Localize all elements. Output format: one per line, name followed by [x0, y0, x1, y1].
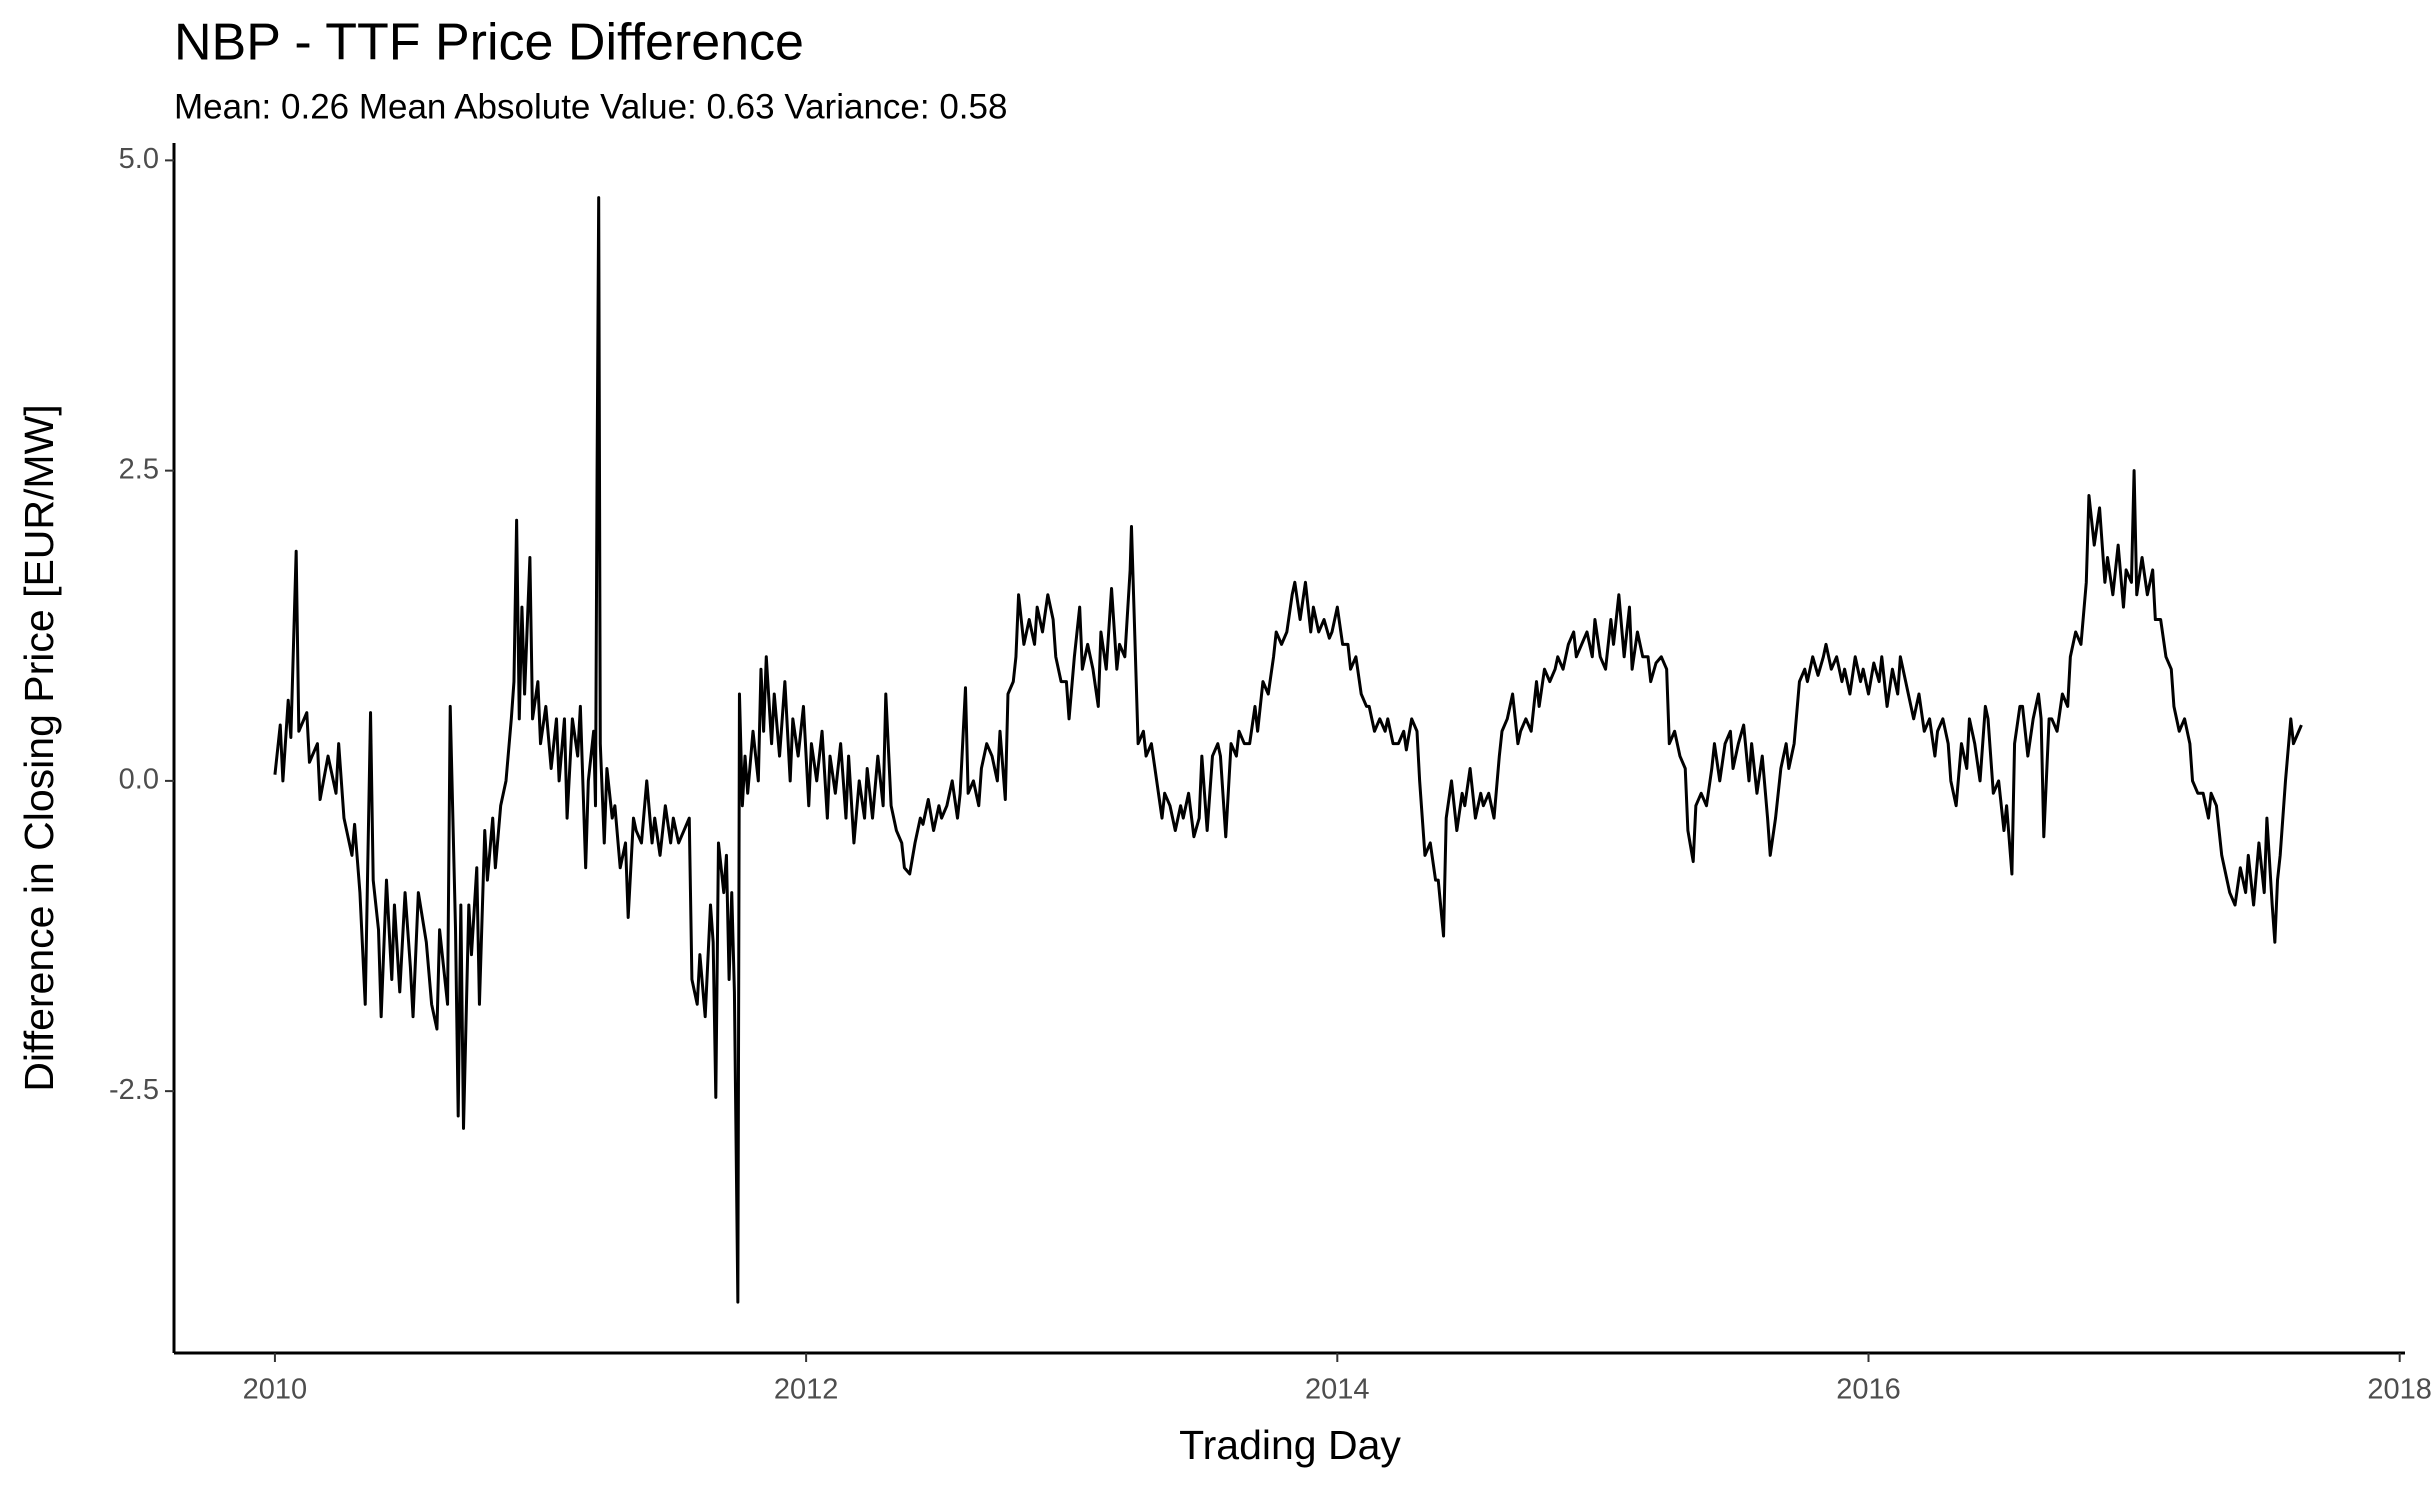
y-axis-title: Difference in Closing Price [EUR/MW] [16, 404, 62, 1091]
chart-title: NBP - TTF Price Difference [174, 14, 804, 72]
y-tick-label: -2.5 [109, 1074, 159, 1106]
y-tick-label: 5.0 [119, 143, 159, 175]
y-tick-label: 0.0 [119, 764, 159, 796]
x-tick-label: 2010 [243, 1374, 308, 1406]
chart-subtitle: Mean: 0.26 Mean Absolute Value: 0.63 Var… [174, 87, 1007, 126]
x-tick-label: 2012 [774, 1374, 839, 1406]
x-tick-label: 2016 [1836, 1374, 1901, 1406]
y-tick-label: 2.5 [119, 453, 159, 485]
x-axis-title: Trading Day [1179, 1422, 1401, 1468]
data-line [273, 196, 2303, 1304]
x-tick-label: 2018 [2367, 1374, 2432, 1406]
x-tick-label: 2014 [1305, 1374, 1370, 1406]
